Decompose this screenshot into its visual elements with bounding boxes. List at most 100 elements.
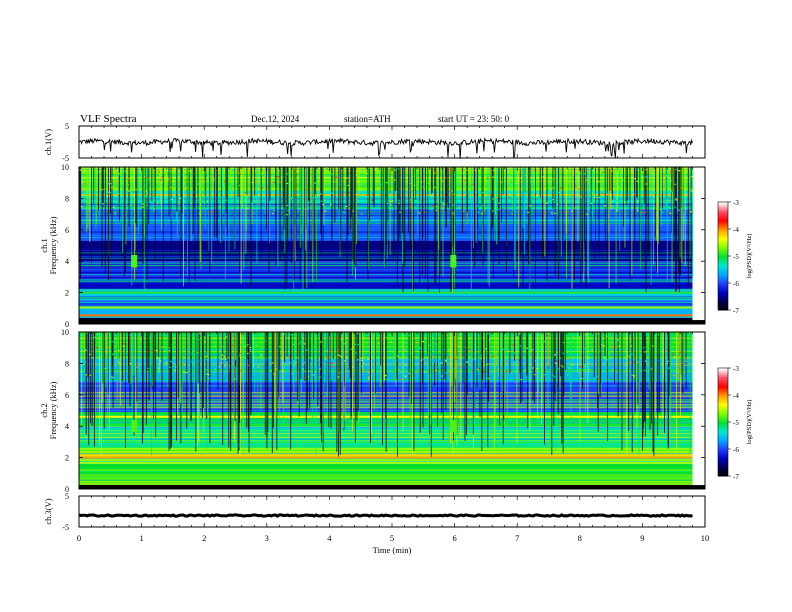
spectrogram-speckle	[431, 369, 433, 371]
sferic-stroke	[528, 167, 530, 265]
spectrogram-speckle	[669, 212, 672, 214]
sferic-stroke	[519, 332, 521, 374]
sferic-stroke	[450, 167, 452, 293]
colorbar-swatch	[718, 302, 728, 306]
sferic-stroke	[171, 167, 173, 220]
spectrogram-speckle	[302, 368, 305, 370]
spectrogram-speckle	[334, 181, 336, 183]
spectrogram-speckle	[298, 196, 301, 198]
colorbar-swatch	[718, 218, 728, 221]
sferic-stroke	[681, 167, 683, 263]
sferic-stroke	[532, 332, 534, 401]
spectrogram-speckle	[497, 346, 499, 348]
sferic-stroke	[678, 167, 680, 293]
sferic-stroke	[674, 167, 676, 236]
spectrogram-speckle	[140, 339, 142, 341]
sferic-stroke	[410, 332, 412, 405]
sferic-stroke	[102, 167, 104, 208]
spectrogram-speckle	[120, 176, 123, 178]
sferic-stroke	[481, 332, 483, 381]
sferic-stroke	[139, 332, 140, 370]
colorbar-swatch	[718, 407, 728, 410]
spectrogram-speckle	[117, 365, 119, 367]
sferic-stroke	[492, 167, 493, 228]
sferic-stroke	[209, 167, 211, 274]
sferic-stroke	[512, 167, 514, 212]
sferic-stroke	[136, 167, 138, 228]
sferic-stroke	[247, 332, 249, 432]
spectrogram-speckle	[423, 211, 426, 213]
spectrogram-speckle	[317, 376, 320, 378]
spectrogram-speckle	[161, 176, 163, 178]
spectrogram-speckle	[458, 206, 460, 209]
colorbar-swatch	[718, 368, 728, 371]
spectrogram-speckle	[384, 336, 387, 338]
sferic-stroke	[639, 167, 641, 259]
spectrogram-speckle	[423, 371, 426, 373]
spectrogram-speckle	[267, 186, 269, 189]
sferic-stroke	[348, 332, 350, 370]
spectrogram-speckle	[249, 351, 252, 353]
sferic-stroke	[320, 332, 322, 435]
spectrogram-speckle	[340, 362, 343, 365]
spectrogram-speckle	[296, 203, 299, 205]
colorbar-swatch	[718, 274, 728, 277]
spectrogram-speckle	[123, 343, 125, 345]
spectrogram-speckle	[448, 356, 450, 359]
sferic-stroke	[94, 332, 96, 436]
spectrogram-speckle	[501, 194, 504, 196]
sferic-stroke	[181, 167, 183, 215]
sferic-stroke	[610, 167, 612, 210]
spectrogram-speckle	[182, 369, 185, 371]
sferic-stroke	[269, 167, 270, 243]
sferic-stroke	[311, 332, 313, 426]
sferic-stroke	[569, 332, 571, 401]
sferic-stroke	[582, 167, 584, 275]
spectrogram-speckle	[282, 351, 285, 353]
sferic-stroke	[188, 167, 190, 284]
sferic-stroke	[367, 167, 369, 280]
spectrogram-speckle	[556, 203, 559, 206]
colorbar-swatch	[718, 474, 728, 477]
sferic-stroke	[154, 167, 156, 197]
spectrogram-speckle	[367, 195, 369, 198]
y-axis-label: ch.1(V)	[43, 129, 53, 155]
spectrogram-speckle	[429, 357, 432, 359]
sferic-stroke	[404, 167, 406, 267]
sferic-stroke	[488, 332, 490, 402]
sferic-stroke	[542, 332, 544, 406]
sferic-stroke	[330, 332, 332, 381]
colorbar-swatch	[718, 378, 728, 382]
sferic-stroke	[112, 332, 114, 408]
sferic-stroke	[689, 167, 691, 258]
spectrogram-speckle	[144, 195, 147, 197]
spectrogram-speckle	[313, 346, 315, 348]
colorbar-swatch	[718, 259, 728, 262]
sferic-stroke	[447, 167, 449, 209]
sferic-stroke	[525, 167, 526, 204]
sferic-stroke	[455, 167, 457, 203]
spectrogram-speckle	[464, 168, 467, 170]
sferic-stroke	[652, 332, 654, 453]
sferic-stroke	[358, 167, 360, 193]
sferic-stroke	[193, 332, 195, 396]
spectrogram-speckle	[232, 169, 234, 171]
spectrogram-speckle	[255, 359, 258, 361]
spectrogram-speckle	[410, 205, 412, 207]
spectrogram-speckle	[590, 202, 592, 205]
sferic-stroke	[582, 332, 583, 389]
spectrogram-speckle	[371, 199, 374, 201]
y-tick-label: 8	[65, 194, 69, 203]
spectrogram-speckle	[367, 371, 370, 374]
sferic-stroke	[378, 167, 380, 197]
spectrogram-speckle	[483, 342, 485, 344]
sferic-stroke	[535, 167, 536, 289]
sferic-stroke	[454, 167, 456, 275]
sferic-stroke	[528, 332, 530, 372]
spectrogram-speckle	[262, 197, 265, 199]
y-tick-label: 6	[65, 226, 69, 235]
spectrogram-speckle	[270, 369, 272, 372]
sferic-stroke	[452, 332, 454, 441]
spectrogram-speckle	[344, 192, 346, 194]
spectrogram-speckle	[679, 358, 681, 360]
